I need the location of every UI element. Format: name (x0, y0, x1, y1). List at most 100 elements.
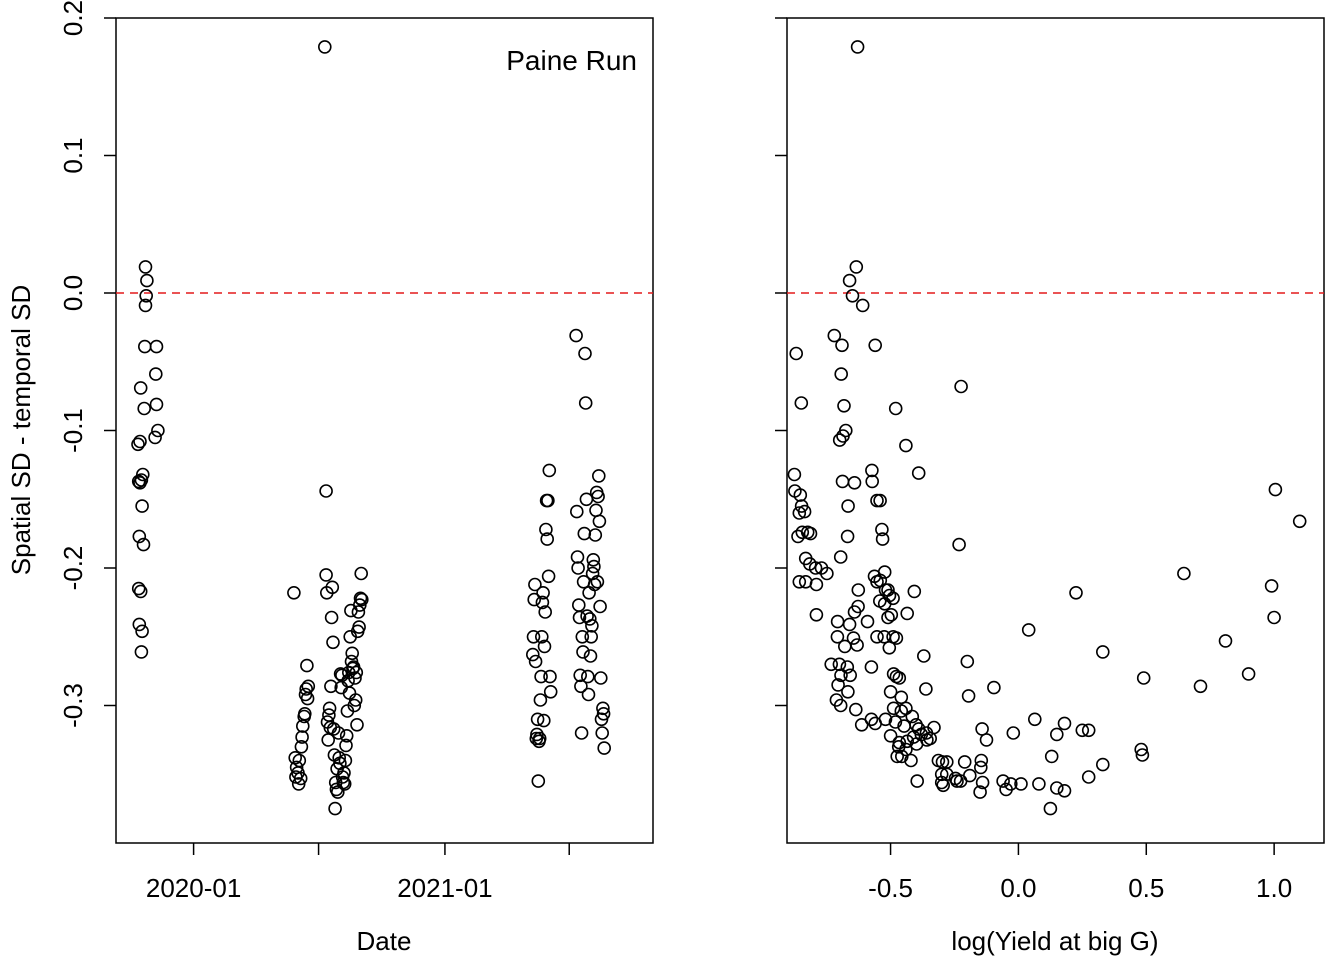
left-data-point (291, 777, 306, 791)
left-y-tick-label: -0.2 (58, 546, 88, 591)
right-data-point (960, 654, 975, 669)
left-data-point (350, 717, 364, 732)
left-data-point (352, 598, 367, 612)
left-data-point (328, 801, 342, 816)
left-data-point (526, 629, 541, 644)
left-data-point (149, 339, 164, 354)
right-data-point (794, 396, 809, 410)
right-data-point (1043, 801, 1058, 816)
left-data-point (338, 753, 353, 768)
left-data-point (352, 620, 366, 634)
right-data-point (1003, 777, 1018, 791)
right-data-point (842, 273, 857, 288)
left-annotation: Paine Run (506, 45, 637, 76)
right-data-point (840, 660, 855, 674)
right-data-point (894, 749, 909, 764)
left-data-point (326, 722, 341, 736)
left-data-point (132, 529, 147, 544)
right-data-point (1218, 634, 1233, 648)
right-data-point (840, 529, 855, 544)
right-data-point (860, 614, 875, 629)
left-data-point (149, 397, 164, 412)
left-data-point (569, 328, 583, 343)
left-data-point (326, 635, 340, 650)
right-data-point (1021, 623, 1036, 637)
right-data-point (837, 398, 851, 413)
right-data-point (831, 678, 845, 692)
left-data-point (534, 629, 549, 644)
left-data-point (138, 298, 153, 313)
right-panel: -0.5 0.0 0.5 1.0 log(Yield at big G) (775, 17, 1325, 956)
left-data-point (133, 584, 148, 599)
right-x-tick-label: 0.5 (1128, 873, 1164, 903)
right-data-point (952, 537, 966, 552)
left-data-point (295, 730, 309, 744)
left-data-point (525, 647, 540, 662)
right-data-point (872, 594, 887, 608)
right-data-point (865, 474, 880, 489)
left-data-point (317, 40, 332, 54)
right-data-point (900, 606, 915, 621)
left-panel: 2020-01 2021-01 -0.3 -0.2 -0.1 0.0 0.1 0.2 Pai… (6, 0, 654, 956)
left-data-point (536, 585, 550, 600)
left-data-point (574, 679, 588, 694)
right-data-point (1050, 781, 1064, 795)
left-data-point (325, 580, 340, 595)
left-data-point (348, 693, 363, 707)
right-data-point (873, 493, 887, 508)
left-data-point (339, 738, 353, 753)
left-data-point (582, 612, 597, 626)
right-data-point (792, 574, 807, 589)
right-data-point (841, 499, 855, 513)
left-data-point (354, 566, 369, 581)
left-data-point (593, 671, 608, 685)
left-data-point (577, 526, 592, 541)
left-data-point (586, 552, 601, 567)
right-data-point (899, 438, 913, 453)
right-data-point (808, 561, 823, 575)
left-data-point (347, 698, 362, 713)
right-data-point (884, 607, 899, 622)
left-data-point (571, 561, 585, 575)
right-data-point (1044, 749, 1059, 764)
right-data-point (889, 631, 904, 645)
right-data-point (797, 504, 812, 519)
right-data-point (877, 565, 892, 579)
left-data-point (287, 585, 301, 600)
right-data-point (974, 753, 989, 768)
right-data-point (979, 733, 994, 747)
left-data-point (319, 568, 333, 582)
left-data-point (148, 430, 162, 445)
right-data-point (1028, 712, 1042, 727)
left-data-point (530, 712, 545, 727)
left-data-point (587, 559, 601, 574)
left-data-point (587, 577, 602, 592)
right-data-point (1134, 742, 1148, 757)
right-data-point (1241, 667, 1256, 681)
right-data-point (961, 689, 976, 703)
right-data-point (883, 728, 898, 743)
left-plot-frame (115, 17, 654, 844)
right-data-point (1136, 671, 1151, 685)
right-data-point (954, 379, 968, 394)
left-data-point (531, 774, 546, 788)
left-data-point (593, 599, 607, 614)
left-data-point (135, 624, 149, 639)
left-data-point (576, 645, 590, 659)
left-data-point (575, 629, 590, 644)
left-data-point (319, 484, 333, 498)
left-x-axis: 2020-01 2021-01 (146, 843, 570, 903)
left-y-tick-label: 0.2 (58, 0, 88, 36)
right-data-point (904, 753, 918, 768)
right-data-point (830, 629, 845, 644)
left-data-point (294, 739, 309, 754)
left-data-point (292, 753, 307, 768)
right-y-axis (775, 17, 787, 707)
left-data-point (574, 726, 589, 740)
right-data-point (836, 429, 850, 443)
left-data-point (140, 273, 154, 288)
right-data-point (827, 328, 842, 343)
left-x-tick-label: 2021-01 (397, 873, 492, 903)
left-data-point (332, 750, 347, 765)
